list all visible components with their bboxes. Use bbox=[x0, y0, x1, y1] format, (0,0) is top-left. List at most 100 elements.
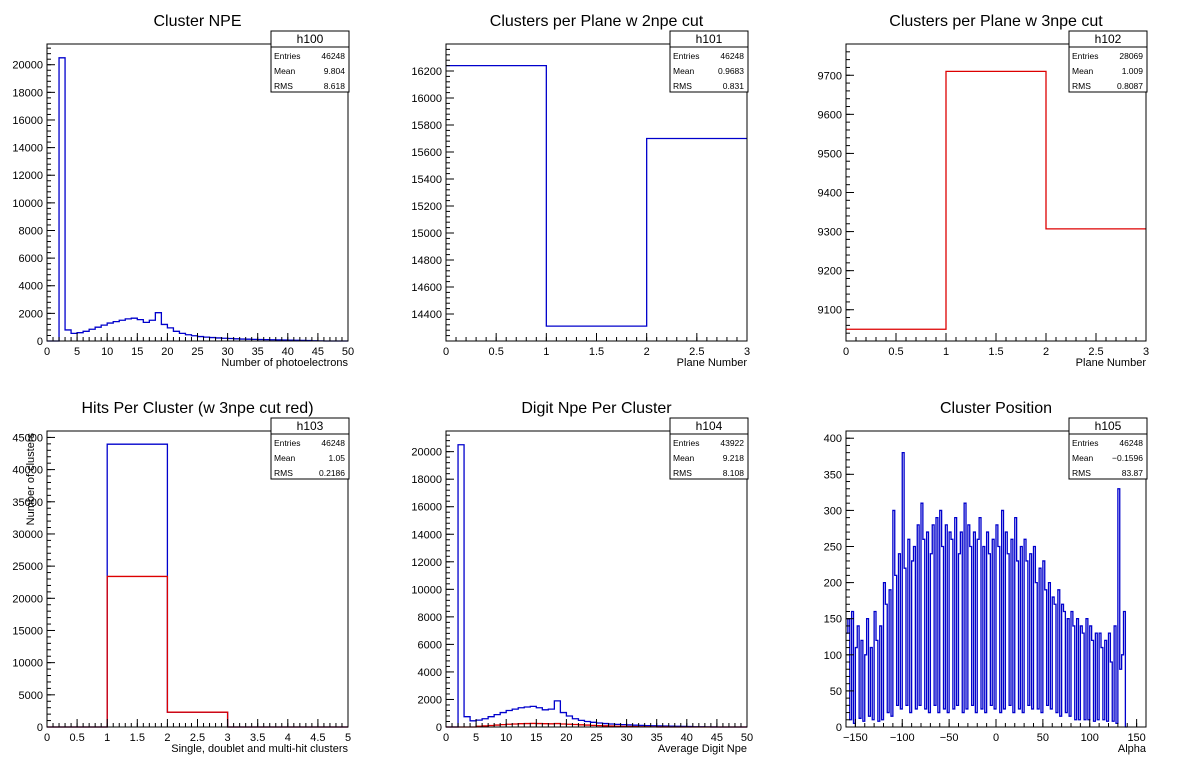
y-tick-label: 50 bbox=[830, 686, 842, 698]
stats-value: 46248 bbox=[321, 438, 345, 448]
x-tick-label: 0.5 bbox=[888, 346, 903, 358]
x-tick-label: 0 bbox=[993, 732, 999, 744]
stats-value: 1.05 bbox=[328, 453, 345, 463]
histogram-series-1 bbox=[47, 57, 348, 342]
histogram-panel-h101: Clusters per Plane w 2npe cut 0 0.5 1 1.5 2 2.… bbox=[411, 13, 750, 369]
y-tick-label: 40000 bbox=[12, 465, 43, 477]
y-tick-label: 12000 bbox=[12, 170, 43, 182]
y-tick-label: 4000 bbox=[19, 281, 43, 293]
y-tick-label: 4000 bbox=[418, 667, 442, 679]
y-tick-label: 0 bbox=[436, 722, 442, 734]
x-tick-label: 10 bbox=[500, 732, 512, 744]
x-tick-label: 25 bbox=[590, 732, 602, 744]
histogram-series-1 bbox=[846, 452, 1128, 728]
y-tick-label: 2000 bbox=[418, 694, 442, 706]
x-tick-label: 1 bbox=[543, 346, 549, 358]
y-tick-label: 12000 bbox=[411, 557, 442, 569]
y-tick-label: 14600 bbox=[411, 282, 442, 294]
chart-title: Clusters per Plane w 3npe cut bbox=[889, 13, 1103, 30]
x-tick-label: 0 bbox=[44, 732, 50, 744]
x-tick-label: 1.5 bbox=[589, 346, 604, 358]
stats-box: h105 Entries 46248 Mean −0.1596 RMS 83.87 bbox=[1068, 417, 1148, 480]
x-tick-label: 50 bbox=[741, 732, 753, 744]
y-tick-label: 6000 bbox=[418, 639, 442, 651]
y-tick-label: 20000 bbox=[12, 60, 43, 72]
stats-label: Mean bbox=[1072, 66, 1094, 76]
x-tick-label: 45 bbox=[711, 732, 723, 744]
stats-value: 46248 bbox=[720, 51, 744, 61]
x-tick-label: 4.5 bbox=[310, 732, 325, 744]
stats-label: Entries bbox=[1072, 51, 1098, 61]
chart-title: Digit Npe Per Cluster bbox=[521, 400, 672, 417]
stats-label: RMS bbox=[1072, 468, 1091, 478]
x-tick-label: −150 bbox=[843, 732, 868, 744]
stats-label: RMS bbox=[673, 468, 692, 478]
x-tick-label: 1.5 bbox=[988, 346, 1003, 358]
x-tick-label: 20 bbox=[161, 346, 173, 358]
stats-label: Mean bbox=[274, 453, 296, 463]
stats-box: h100 Entries 46248 Mean 9.804 RMS 8.618 bbox=[270, 30, 350, 93]
y-tick-label: 14000 bbox=[12, 143, 43, 155]
stats-label: Mean bbox=[673, 66, 695, 76]
x-tick-label: 0 bbox=[443, 346, 449, 358]
y-tick-label: 400 bbox=[824, 433, 842, 445]
x-tick-label: 2 bbox=[164, 732, 170, 744]
x-tick-label: 40 bbox=[282, 346, 294, 358]
stats-label: Entries bbox=[673, 438, 699, 448]
x-tick-label: 35 bbox=[651, 732, 663, 744]
stats-box: h104 Entries 43922 Mean 9.218 RMS 8.108 bbox=[669, 417, 749, 480]
stats-value: 0.8087 bbox=[1117, 81, 1143, 91]
stats-box: h103 Entries 46248 Mean 1.05 RMS 0.2186 bbox=[270, 417, 350, 480]
x-tick-label: 25 bbox=[191, 346, 203, 358]
x-tick-label: 15 bbox=[530, 732, 542, 744]
histogram-panel-h105: Cluster Position −150 −100 −50 0 50 100 150 0 50 1… bbox=[824, 400, 1148, 755]
histogram-series-1 bbox=[846, 70, 1146, 330]
y-tick-label: 20000 bbox=[411, 447, 442, 459]
x-tick-label: 1 bbox=[943, 346, 949, 358]
y-tick-label: 9100 bbox=[818, 305, 842, 317]
y-tick-label: 9700 bbox=[818, 70, 842, 82]
x-tick-label: 100 bbox=[1081, 732, 1099, 744]
x-axis-label: Average Digit Npe bbox=[658, 743, 747, 755]
y-tick-label: 25000 bbox=[12, 561, 43, 573]
x-axis-label: Plane Number bbox=[1076, 357, 1147, 369]
x-tick-label: 2 bbox=[1043, 346, 1049, 358]
y-tick-label: 9600 bbox=[818, 109, 842, 121]
y-tick-label: 15800 bbox=[411, 120, 442, 132]
y-tick-label: 15600 bbox=[411, 147, 442, 159]
stats-value: 9.804 bbox=[324, 66, 346, 76]
stats-label: RMS bbox=[673, 81, 692, 91]
x-tick-label: 0.5 bbox=[69, 732, 84, 744]
x-tick-label: 4 bbox=[285, 732, 291, 744]
stats-label: Mean bbox=[274, 66, 296, 76]
y-tick-label: 35000 bbox=[12, 497, 43, 509]
stats-label: Mean bbox=[1072, 453, 1094, 463]
y-tick-label: 16000 bbox=[12, 115, 43, 127]
stats-label: Entries bbox=[673, 51, 699, 61]
x-tick-label: 2.5 bbox=[689, 346, 704, 358]
y-tick-label: 16000 bbox=[411, 93, 442, 105]
x-tick-label: −100 bbox=[890, 732, 915, 744]
stats-label: Entries bbox=[274, 51, 300, 61]
x-tick-label: 2.5 bbox=[1088, 346, 1103, 358]
histogram-panel-h102: Clusters per Plane w 3npe cut 0 0.5 1 1.5 2 2.… bbox=[818, 13, 1150, 369]
stats-name: h102 bbox=[1095, 32, 1122, 46]
y-tick-label: 8000 bbox=[19, 225, 43, 237]
y-tick-label: 300 bbox=[824, 505, 842, 517]
y-tick-label: 16200 bbox=[411, 66, 442, 78]
stats-box: h102 Entries 28069 Mean 1.009 RMS 0.8087 bbox=[1068, 30, 1148, 93]
stats-label: RMS bbox=[274, 468, 293, 478]
x-tick-label: 0 bbox=[843, 346, 849, 358]
x-tick-label: 50 bbox=[1037, 732, 1049, 744]
stats-name: h104 bbox=[696, 419, 723, 433]
x-tick-label: 10 bbox=[101, 346, 113, 358]
y-tick-label: 0 bbox=[37, 722, 43, 734]
x-tick-label: 3 bbox=[1143, 346, 1149, 358]
x-tick-label: 5 bbox=[473, 732, 479, 744]
y-tick-label: 14000 bbox=[411, 529, 442, 541]
x-tick-label: 150 bbox=[1127, 732, 1145, 744]
x-tick-label: 35 bbox=[252, 346, 264, 358]
stats-value: 28069 bbox=[1119, 51, 1143, 61]
histogram-series-1 bbox=[47, 443, 348, 728]
